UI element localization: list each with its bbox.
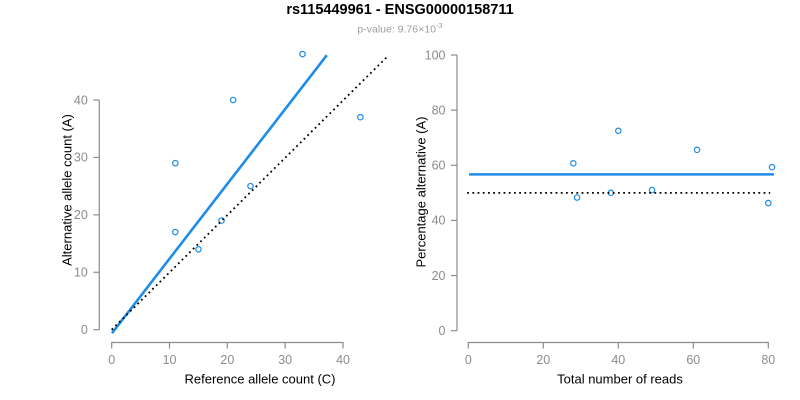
fit-line [110,54,328,334]
x-tick-label: 0 [465,353,472,367]
y-tick-label: 40 [74,93,88,107]
data-point [299,50,306,58]
x-axis-title: Reference allele count (C) [184,372,335,387]
x-tick-label: 40 [611,353,625,367]
chart-title: rs115449961 - ENSG00000158711 [286,2,514,18]
pvalue-exponent: -3 [435,21,443,30]
data-point [172,228,179,236]
data-point [764,199,772,207]
x-tick-label: 60 [686,353,700,367]
data-point [693,146,701,154]
x-tick-label: 10 [163,353,177,367]
chart-subtitle: p-value: 9.76×10-3 [0,21,800,36]
x-axis-title: Total number of reads [557,372,683,387]
data-point [614,127,622,135]
y-tick-label: 0 [439,324,446,338]
data-point [357,113,364,121]
y-tick-label: 40 [432,214,446,228]
y-tick-label: 0 [81,323,88,337]
x-tick-label: 20 [220,353,234,367]
data-point [229,96,237,104]
y-tick-label: 100 [425,48,446,62]
data-point [768,163,776,171]
y-tick-label: 20 [74,208,88,222]
data-point [247,182,254,190]
x-tick-label: 0 [108,353,115,367]
y-tick-label: 10 [74,266,88,280]
data-point [172,159,179,167]
y-axis-title: Percentage alternative (A) [414,116,429,267]
y-tick-label: 20 [432,269,446,283]
identity-line [111,55,389,331]
data-point [195,246,202,253]
pvalue-text: p-value: 9.76×10 [357,23,436,36]
data-point [569,160,577,167]
panel-right: 0 20 40 60 80 100 0 20 40 60 80 Total number of rea… [414,48,776,387]
y-axis-title: Alternative allele count (A) [60,114,75,266]
data-point [573,194,581,201]
x-tick-label: 30 [278,353,292,367]
y-tick-label: 30 [74,151,88,165]
data-point [218,217,225,224]
x-tick-label: 80 [761,353,775,367]
y-tick-label: 60 [432,159,446,173]
data-point [648,186,656,194]
x-tick-label: 40 [336,353,350,367]
x-tick-label: 20 [536,353,550,367]
y-tick-label: 80 [432,103,446,117]
